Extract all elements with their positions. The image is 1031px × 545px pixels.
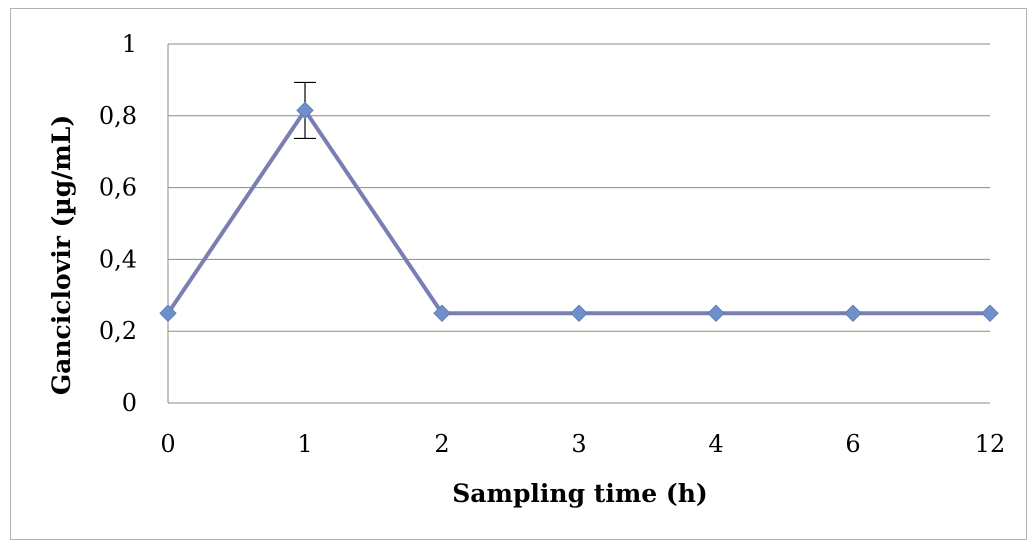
x-tick-label: 3 (571, 430, 586, 458)
series-group (159, 81, 999, 322)
data-point (981, 304, 999, 322)
x-tick-label: 6 (845, 430, 860, 458)
gridlines (168, 43, 990, 332)
x-tick-label: 12 (975, 430, 1006, 458)
data-point (159, 304, 177, 322)
data-point (433, 304, 451, 322)
y-tick-label: 0,8 (99, 102, 137, 130)
y-tick-label: 0,6 (99, 174, 137, 202)
x-tick-labels: 0 1 2 3 4 6 12 (160, 430, 1005, 458)
x-tick-label: 1 (297, 430, 312, 458)
data-point (570, 304, 588, 322)
axes (167, 44, 990, 404)
x-tick-label: 0 (160, 430, 175, 458)
x-tick-label: 2 (434, 430, 449, 458)
y-tick-label: 1 (122, 30, 137, 58)
y-tick-label: 0,2 (99, 317, 137, 345)
x-axis-title: Sampling time (h) (452, 479, 707, 508)
data-point (296, 101, 314, 120)
y-axis-title: Ganciclovir (µg/mL) (47, 115, 76, 395)
y-tick-label: 0 (122, 389, 137, 417)
data-point (844, 304, 862, 322)
y-tick-labels: 0 0,2 0,4 0,6 0,8 1 (99, 30, 137, 417)
series-line (166, 108, 990, 316)
x-tick-label: 4 (708, 430, 723, 458)
chart-frame (10, 8, 1027, 540)
data-point (707, 304, 725, 322)
y-tick-label: 0,4 (99, 245, 137, 273)
